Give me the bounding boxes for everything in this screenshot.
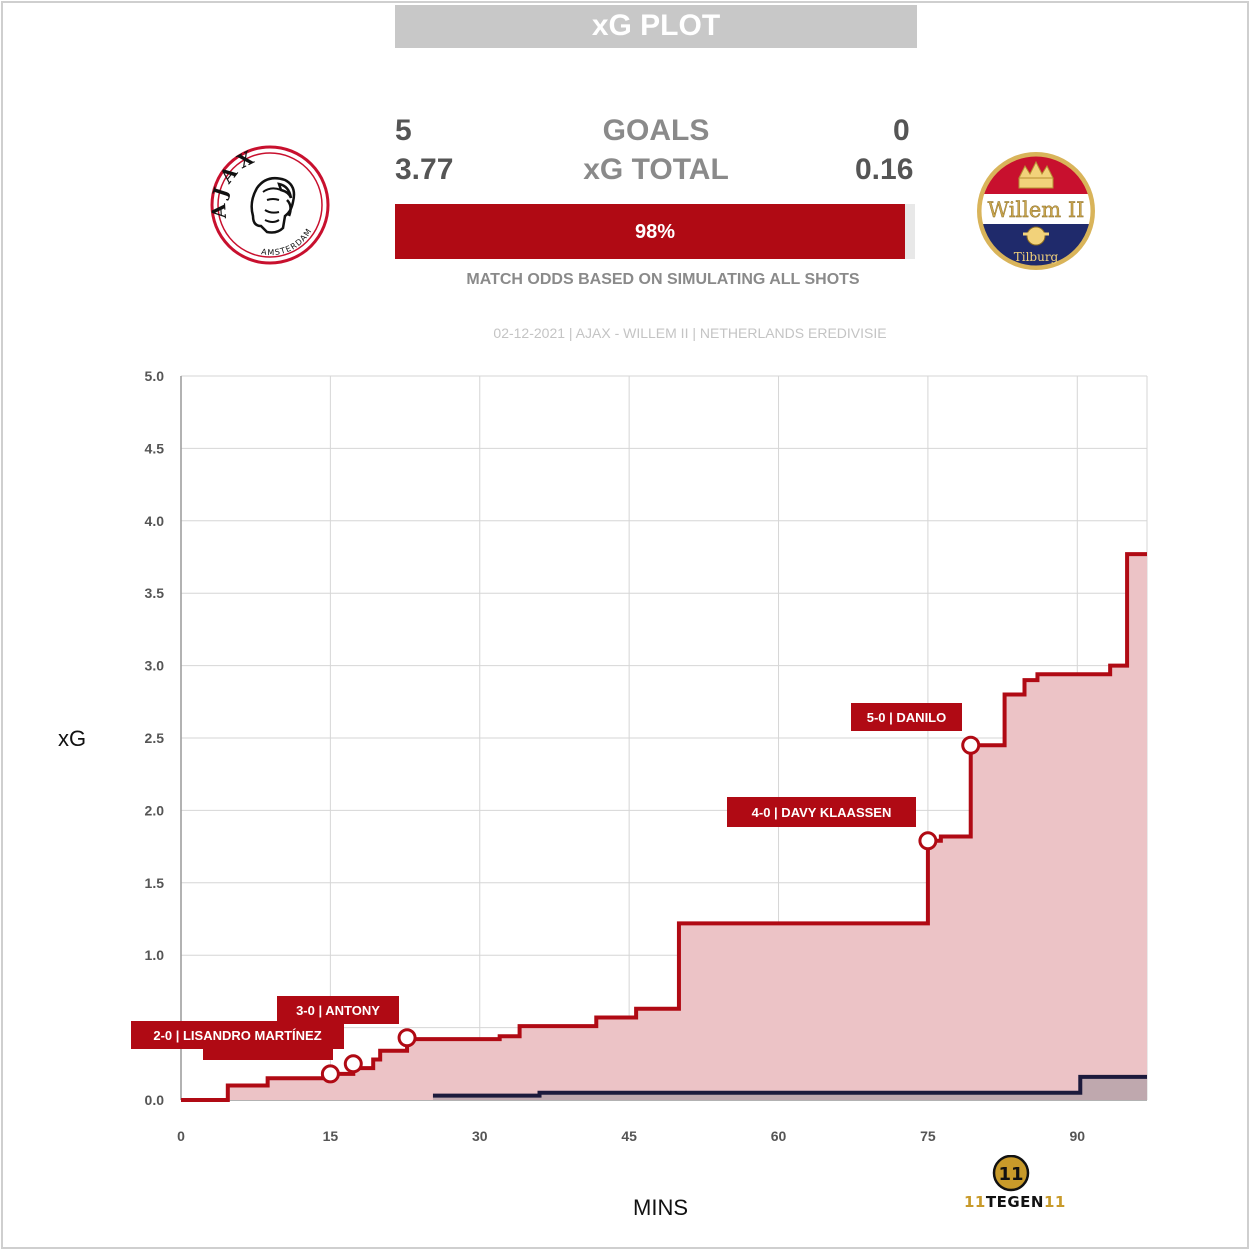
- x-tick-label: 30: [472, 1128, 488, 1144]
- goal-label: 3-0 | ANTONY: [296, 1003, 380, 1018]
- x-tick-label: 90: [1069, 1128, 1085, 1144]
- goal-label-box: [851, 703, 962, 731]
- y-tick-label: 1.0: [145, 947, 165, 963]
- win-probability-fill: [395, 204, 905, 259]
- brand-logo-left: 11: [964, 1193, 986, 1211]
- odds-note: MATCH ODDS BASED ON SIMULATING ALL SHOTS: [466, 271, 860, 288]
- x-tick-label: 45: [621, 1128, 637, 1144]
- ajax-logo: AJAX AMSTERDAM: [208, 145, 330, 265]
- brand-logo-mark: 11: [998, 1164, 1023, 1185]
- goal-marker: [918, 831, 938, 851]
- away-goals: 0: [893, 114, 910, 147]
- goal-label-box: [277, 996, 399, 1024]
- brand-logo-right: 11: [1043, 1193, 1066, 1211]
- goal-label: 4-0 | DAVY KLAASSEN: [752, 805, 892, 820]
- home-goals: 5: [395, 114, 412, 147]
- win-probability-label: 98%: [634, 221, 676, 243]
- goal-marker: [343, 1054, 363, 1074]
- home-xg-area: [181, 554, 1147, 1100]
- x-tick-label: 0: [177, 1128, 185, 1144]
- goals-label: GOALS: [602, 114, 710, 147]
- goal-label-box: [131, 1021, 344, 1049]
- y-tick-label: 2.0: [145, 802, 165, 818]
- goal-marker: [320, 1064, 340, 1084]
- goal-label: 2-0 | LISANDRO MARTÍNEZ: [153, 1028, 321, 1043]
- y-axis-label: xG: [58, 726, 87, 751]
- brand-logo-word: TEGEN: [985, 1193, 1044, 1211]
- brand-logo: 11 11TEGEN11: [964, 1155, 1065, 1215]
- goal-marker: [961, 735, 981, 755]
- home-xg-total: 3.77: [395, 153, 454, 186]
- match-info: 02-12-2021 | AJAX - WILLEM II | NETHERLA…: [493, 325, 887, 341]
- y-tick-label: 3.0: [145, 658, 165, 674]
- x-axis-label: MINS: [633, 1195, 688, 1220]
- goal-marker: [397, 1028, 417, 1048]
- y-tick-label: 4.0: [145, 513, 165, 529]
- y-tick-label: 1.5: [145, 875, 165, 891]
- goal-label-box: [727, 797, 916, 827]
- x-tick-label: 15: [323, 1128, 339, 1144]
- y-tick-label: 3.5: [145, 585, 165, 601]
- goal-label: 5-0 | DANILO: [867, 710, 946, 725]
- away-xg-line: [432, 1074, 1147, 1098]
- y-tick-label: 5.0: [145, 368, 165, 384]
- xg-total-label: xG TOTAL: [583, 153, 729, 186]
- willem-ii-logo-text: Willem II: [988, 198, 1085, 222]
- win-probability-bar: 98%: [395, 204, 915, 259]
- willem-ii-logo: Willem II Tilburg: [977, 152, 1095, 270]
- chart-title: xG PLOT: [395, 5, 917, 48]
- y-tick-label: 2.5: [145, 730, 165, 746]
- x-tick-label: 75: [920, 1128, 936, 1144]
- home-xg-line: [181, 552, 1147, 1102]
- y-tick-label: 0.0: [145, 1092, 165, 1108]
- x-tick-label: 60: [771, 1128, 787, 1144]
- y-tick-label: 4.5: [145, 440, 165, 456]
- away-xg-total: 0.16: [855, 153, 914, 186]
- willem-ii-logo-subtext: Tilburg: [1014, 250, 1059, 264]
- goal-label-box: [203, 1047, 333, 1060]
